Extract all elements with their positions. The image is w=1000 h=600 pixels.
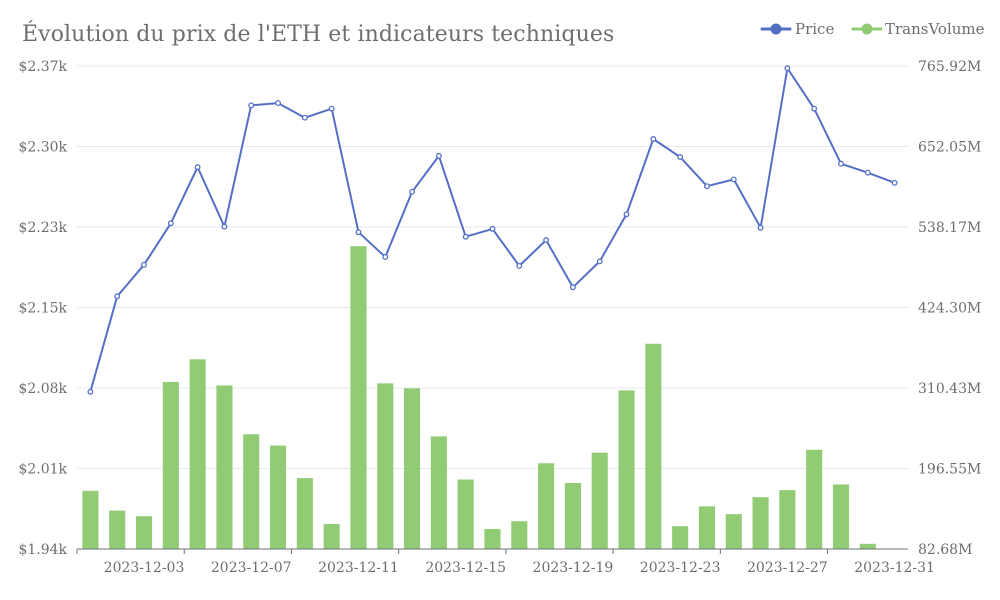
price-point (435, 152, 442, 159)
bar-transvolume (538, 463, 555, 549)
price-point (757, 224, 764, 231)
bar-transvolume (645, 343, 662, 549)
bar-transvolume (698, 506, 715, 549)
price-point (516, 262, 523, 269)
y-left-tick-label: $2.37k (18, 59, 67, 75)
bar-transvolume (832, 484, 850, 549)
y-left-tick-label: $2.08k (18, 381, 67, 397)
bar-transvolume (511, 521, 528, 549)
bar-transvolume (779, 490, 796, 549)
y-left-tick-label: $2.30k (18, 140, 67, 156)
price-point (114, 293, 121, 300)
price-point (301, 114, 308, 121)
bar-transvolume (377, 383, 394, 549)
x-tick-label: 2023-12-15 (425, 560, 506, 576)
y-left-tick-label: $2.23k (18, 220, 67, 236)
bar-transvolume (564, 483, 581, 549)
bar-transvolume (189, 359, 206, 549)
bar-transvolume (404, 388, 421, 549)
price-point (704, 183, 710, 190)
price-point (784, 65, 791, 72)
x-tick-label: 2023-12-23 (640, 560, 721, 576)
y-right-tick-label: 196.55M (918, 462, 981, 478)
y-right-tick-label: 538.17M (918, 220, 981, 236)
bar-transvolume (135, 516, 153, 549)
chart-title: Évolution du prix de l'ETH et indicateur… (22, 22, 615, 47)
y-right-tick-label: 765.92M (918, 59, 981, 75)
price-point (382, 254, 389, 260)
price-point (569, 284, 576, 291)
bar-transvolume (350, 246, 367, 549)
price-point (730, 176, 737, 183)
price-point (409, 188, 416, 195)
price-point (596, 258, 603, 265)
y-right-tick-label: 310.43M (918, 381, 981, 397)
bar-transvolume (270, 445, 287, 549)
price-point (275, 100, 281, 107)
bar-transvolume (806, 449, 823, 549)
x-tick-label: 2023-12-19 (533, 560, 614, 576)
x-tick-label: 2023-12-07 (211, 560, 292, 576)
y-left-tick-label: $2.15k (18, 301, 67, 317)
bar-transvolume (591, 452, 608, 549)
bar-transvolume (323, 524, 340, 549)
price-point (141, 261, 147, 268)
y-right-tick-label: 82.68M (918, 542, 972, 558)
bar-transvolume (859, 543, 876, 549)
price-point (650, 136, 657, 142)
y-right-tick-label: 424.30M (918, 301, 981, 317)
x-tick-label: 2023-12-03 (104, 560, 185, 576)
bar-transvolume (752, 497, 769, 549)
price-point (623, 211, 630, 218)
x-tick-label: 2023-12-31 (854, 560, 935, 576)
bar-transvolume (243, 434, 260, 549)
x-tick-label: 2023-12-11 (318, 560, 399, 576)
price-point (167, 220, 174, 227)
price-point (811, 105, 818, 112)
price-point (328, 105, 335, 112)
price-point (864, 169, 871, 176)
y-left-tick-label: $2.01k (18, 462, 67, 478)
bar-transvolume (82, 490, 99, 549)
bar-transvolume (484, 528, 501, 549)
bar-transvolume (216, 385, 233, 549)
legend-transvolume-label: TransVolume (885, 20, 985, 38)
bar-transvolume (296, 478, 313, 549)
price-point (838, 160, 844, 167)
legend-price-marker (770, 23, 782, 35)
bar-transvolume (457, 479, 474, 549)
price-point (248, 102, 255, 109)
bar-transvolume (672, 526, 689, 549)
price-point (677, 154, 684, 160)
price-point (221, 223, 228, 230)
bar-transvolume (162, 381, 179, 549)
bar-transvolume (725, 514, 742, 549)
bar-transvolume (109, 510, 126, 549)
price-point (891, 179, 898, 186)
legend-price-label: Price (795, 20, 834, 38)
price-point (462, 233, 469, 240)
y-right-tick-label: 652.05M (918, 140, 981, 156)
price-point (543, 237, 550, 244)
price-point (355, 229, 362, 236)
price-point (489, 225, 496, 232)
x-tick-label: 2023-12-27 (747, 560, 828, 576)
price-point (87, 388, 94, 395)
bar-transvolume (430, 436, 447, 549)
legend-transvolume-marker (861, 23, 873, 35)
price-point (194, 164, 201, 171)
y-left-tick-label: $1.94k (18, 542, 67, 558)
bar-transvolume (618, 390, 635, 549)
